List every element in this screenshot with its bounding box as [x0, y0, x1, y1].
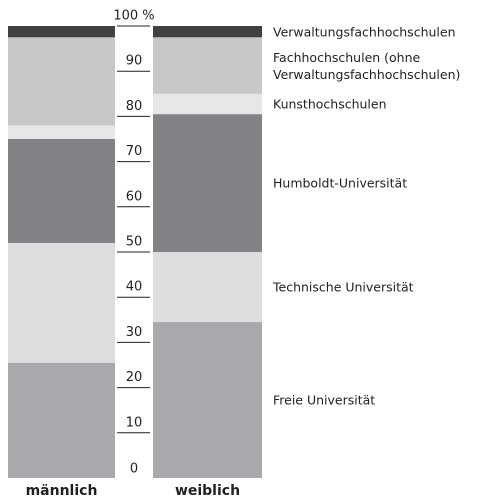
y-tick-label: 10	[126, 415, 143, 430]
bar-segment	[8, 26, 115, 38]
legend-label: Kunsthochschulen	[273, 96, 387, 112]
y-tick-label: 100 %	[113, 9, 154, 24]
bar-segment	[153, 252, 262, 323]
bar-segment	[8, 37, 115, 126]
y-tick-label: 40	[126, 280, 143, 295]
bar-segment	[153, 93, 262, 115]
legend-label: Verwaltungsfachhochschulen	[273, 24, 456, 40]
x-tick-label: weiblich	[175, 483, 240, 499]
legend-label: Freie Universität	[273, 392, 376, 408]
bar-segment	[8, 242, 115, 363]
legend-label: Humboldt-Universität	[273, 175, 408, 191]
bar-segment	[153, 37, 262, 94]
y-tick-label: 20	[126, 370, 143, 385]
y-tick-label: 60	[126, 189, 143, 204]
y-tick-label: 30	[126, 325, 143, 340]
bar-segment	[153, 322, 262, 478]
bar-segment	[8, 362, 115, 478]
y-tick-label: 80	[126, 99, 143, 114]
y-tick-label: 0	[130, 462, 138, 477]
bar-segment	[153, 114, 262, 252]
legend-label: Fachhochschulen (ohne Verwaltungsfachhoc…	[273, 49, 461, 82]
bar-segment	[8, 125, 115, 139]
x-tick-label: männlich	[26, 483, 98, 499]
y-tick-label: 50	[126, 235, 143, 250]
y-tick-label: 90	[126, 54, 143, 69]
bar-segment	[153, 26, 262, 38]
legend-label: Technische Universität	[273, 279, 414, 295]
y-tick-label: 70	[126, 144, 143, 159]
bar-segment	[8, 139, 115, 243]
